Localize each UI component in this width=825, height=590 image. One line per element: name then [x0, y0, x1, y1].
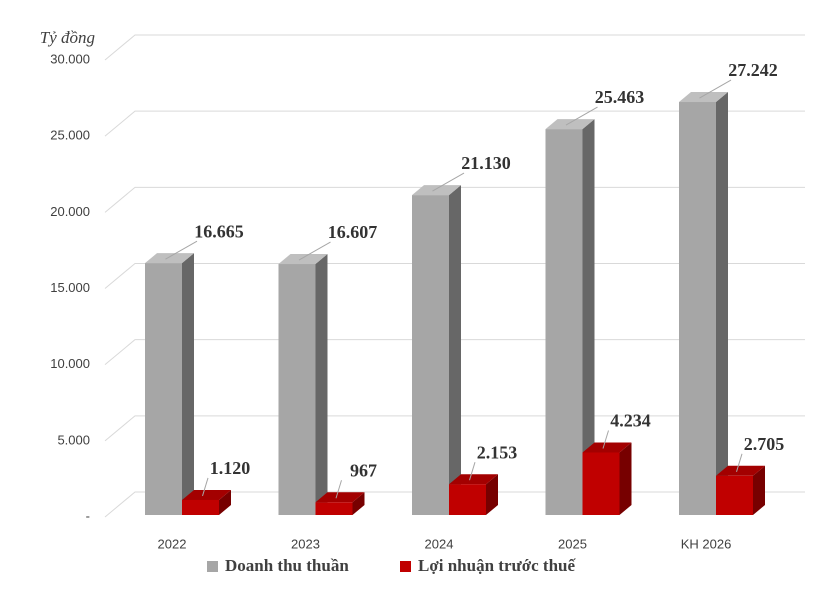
bar-side	[352, 492, 365, 515]
x-tick-label: 2023	[291, 536, 320, 551]
bar-front	[145, 263, 182, 515]
bar-front	[182, 499, 219, 515]
legend-swatch	[400, 561, 411, 572]
bar	[716, 465, 765, 515]
value-label: 21.130	[461, 153, 511, 173]
leader-line	[469, 462, 476, 481]
legend-label: Lợi nhuận trước thuế	[418, 556, 576, 575]
x-tick-label: 2025	[558, 536, 587, 551]
bar-top	[679, 92, 728, 103]
y-tick-label: 25.000	[50, 128, 90, 143]
bar-front	[278, 264, 316, 515]
y-tick-label: 20.000	[50, 204, 90, 219]
x-tick-label: KH 2026	[681, 536, 732, 551]
bar-top	[145, 253, 194, 264]
grid-line	[104, 34, 805, 61]
y-tick-label: 15.000	[50, 280, 90, 295]
bar-front	[716, 475, 753, 515]
leader-line	[736, 453, 743, 472]
bar-top	[449, 474, 498, 485]
leader-line	[165, 240, 198, 260]
bar	[582, 442, 632, 515]
value-label: 27.242	[728, 60, 778, 80]
bar	[412, 185, 461, 515]
bar-side	[449, 185, 461, 515]
bar-top	[716, 465, 765, 476]
value-label: 25.463	[595, 87, 645, 107]
value-label: 16.607	[328, 222, 378, 242]
y-tick-label: 5.000	[57, 432, 90, 447]
value-label: 1.120	[210, 458, 251, 478]
grid-line	[104, 110, 805, 137]
bar	[182, 489, 231, 515]
leader-line	[298, 241, 331, 261]
bar-front	[412, 195, 449, 515]
bar	[545, 119, 595, 515]
leader-line	[335, 480, 342, 499]
bar-side	[716, 92, 728, 515]
bar-side	[619, 442, 632, 515]
leader-line	[432, 172, 465, 192]
value-label: 2.705	[744, 434, 785, 454]
value-label: 2.153	[477, 442, 518, 462]
y-tick-label: -	[86, 508, 90, 523]
bar-front	[449, 484, 486, 515]
y-tick-label: 10.000	[50, 356, 90, 371]
bar-side	[182, 253, 194, 515]
bar-front	[582, 452, 620, 515]
bar-top	[412, 185, 461, 196]
leader-line	[602, 430, 609, 449]
bar-top	[182, 489, 231, 500]
bar-side	[582, 119, 595, 515]
bar	[449, 474, 498, 515]
bar	[145, 253, 194, 515]
bar-top	[278, 254, 328, 265]
value-label: 967	[350, 460, 377, 480]
bar-top	[315, 492, 365, 503]
bar	[679, 92, 728, 515]
bar-front	[545, 129, 583, 515]
y-tick-label: 30.000	[50, 51, 90, 66]
value-label: 16.665	[194, 221, 244, 241]
bar	[278, 254, 328, 516]
bar-side	[219, 489, 231, 515]
bar	[315, 492, 365, 515]
legend-label: Doanh thu thuần	[225, 556, 349, 575]
bar-top	[545, 119, 595, 130]
leader-line	[565, 106, 598, 126]
leader-line	[699, 79, 732, 99]
y-axis-title: Tỷ đồng	[40, 28, 95, 47]
legend-swatch	[207, 561, 218, 572]
leader-line	[202, 477, 209, 497]
x-tick-label: 2022	[158, 536, 187, 551]
bar-top	[582, 442, 632, 453]
bar-side	[753, 465, 765, 515]
bar-front	[679, 102, 716, 515]
bar-side	[315, 254, 328, 516]
value-label: 4.234	[610, 411, 651, 431]
bar-side	[486, 474, 498, 515]
x-tick-label: 2024	[425, 536, 454, 551]
bar-front	[315, 502, 353, 515]
